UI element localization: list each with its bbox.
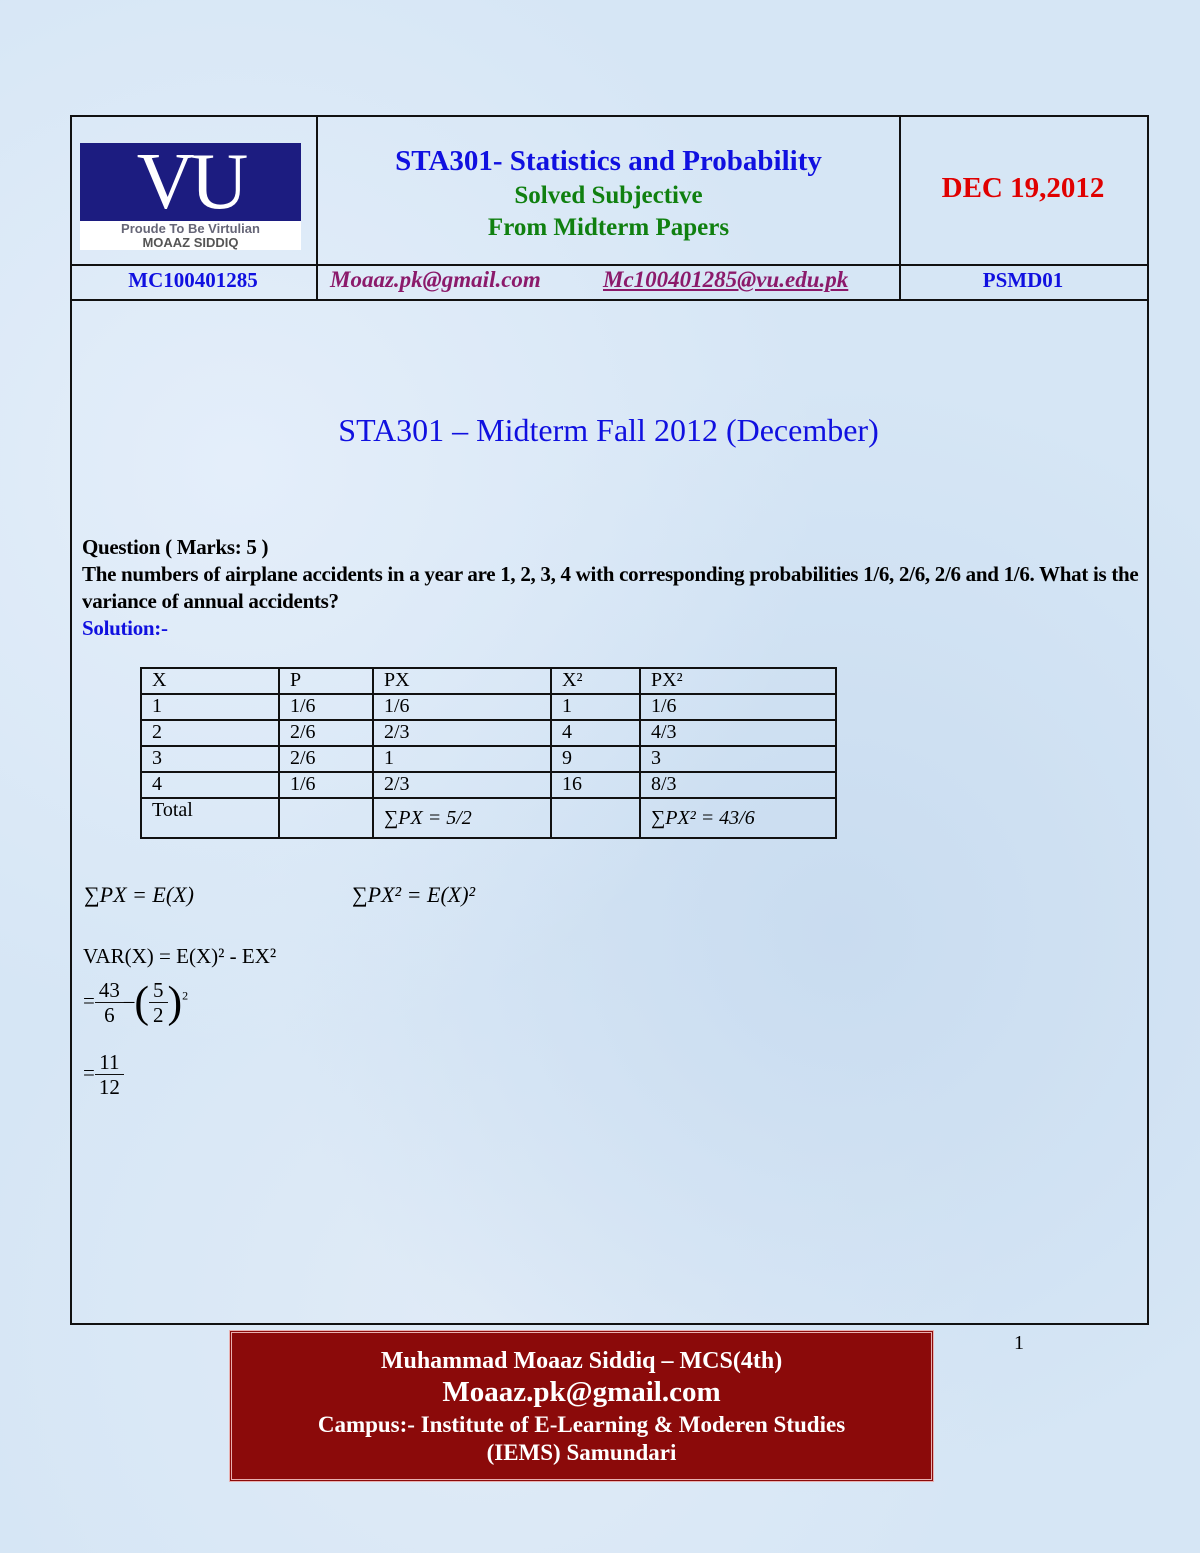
variance-step: = 43 6 –(5 2)2 — [83, 977, 189, 1027]
cell: 2/3 — [372, 771, 552, 799]
cell: 3 — [639, 745, 837, 773]
cell: 1/6 — [278, 693, 374, 721]
table-row: 4 1/6 2/3 16 8/3 — [140, 771, 837, 799]
page-title: STA301 – Midterm Fall 2012 (December) — [338, 412, 879, 448]
subtitle: From Midterm Papers — [487, 214, 730, 241]
course-title: STA301- Statistics and Probability — [395, 145, 822, 177]
cell: 2/6 — [278, 745, 374, 773]
campus: Campus:- Institute of E-Learning & Moder… — [317, 1412, 846, 1437]
formula-ex: ∑PX = E(X) — [84, 882, 194, 907]
divider — [316, 115, 318, 300]
cell: 16 — [550, 771, 641, 799]
email-link[interactable]: Mc100401285@vu.edu.pk — [603, 267, 849, 292]
cell: 9 — [550, 745, 641, 773]
cell — [550, 797, 641, 839]
table-row: 3 2/6 1 9 3 — [140, 745, 837, 773]
subtitle: Solved Subjective — [514, 182, 703, 209]
page-number: 1 — [1014, 1332, 1024, 1354]
question-heading: Question ( Marks: 5 ) — [82, 535, 269, 559]
logo-mark: VU — [80, 143, 301, 221]
date: DEC 19,2012 — [941, 172, 1105, 204]
fraction-denominator: 12 — [98, 1075, 120, 1099]
question-text: The numbers of airplane accidents in a y… — [82, 562, 1139, 613]
page-frame — [70, 115, 1149, 1325]
cell: 2 — [140, 719, 280, 747]
cell: 2/3 — [372, 719, 552, 747]
logo-tagline: Proude To Be Virtulian — [121, 221, 260, 236]
cell — [278, 797, 374, 839]
table-row: 1 1/6 1/6 1 1/6 — [140, 693, 837, 721]
table-row: 2 2/6 2/3 4 4/3 — [140, 719, 837, 747]
cell: 1 — [140, 693, 280, 721]
variance-formula: VAR(X) = E(X)² - EX² — [83, 944, 277, 968]
author-name: Muhammad Moaaz Siddiq – MCS(4th) — [380, 1348, 783, 1374]
solution-label: Solution:- — [82, 616, 168, 640]
table-header-row: X P PX X² PX² — [140, 667, 837, 695]
cell: 1/6 — [639, 693, 837, 721]
variance-result: = 11 12 — [83, 1050, 124, 1099]
footer-banner: Muhammad Moaaz Siddiq – MCS(4th) Moaaz.p… — [229, 1330, 934, 1482]
fraction-numerator: 11 — [94, 1050, 124, 1075]
cell: Total — [140, 797, 280, 839]
table-total-row: Total ∑PX = 5/2 ∑PX² = 43/6 — [140, 797, 837, 839]
vu-logo: VU Proude To Be Virtulian MOAAZ SIDDIQ — [80, 143, 301, 250]
cell: ∑PX² = 43/6 — [639, 797, 837, 839]
cell: 3 — [140, 745, 280, 773]
cell: 1/6 — [278, 771, 374, 799]
paper-code: PSMD01 — [982, 268, 1064, 292]
cell: 2/6 — [278, 719, 374, 747]
author-email: Moaaz.pk@gmail.com — [442, 1376, 721, 1408]
table-header: PX — [372, 667, 552, 695]
formula-ex2: ∑PX² = E(X)² — [352, 882, 476, 907]
cell: ∑PX = 5/2 — [372, 797, 552, 839]
student-id: MC100401285 — [128, 268, 258, 292]
question-block: Question ( Marks: 5 ) The numbers of air… — [82, 534, 1144, 642]
cell: 8/3 — [639, 771, 837, 799]
table-header: PX² — [639, 667, 837, 695]
cell: 1 — [372, 745, 552, 773]
cell: 4/3 — [639, 719, 837, 747]
divider — [70, 299, 1147, 301]
fraction-denominator: 6 — [104, 1003, 115, 1027]
fraction-numerator: 5 — [149, 978, 168, 1003]
cell: 1 — [550, 693, 641, 721]
divider — [899, 115, 901, 300]
fraction-numerator: 43 — [94, 978, 124, 1003]
fraction-denominator: 2 — [153, 1003, 164, 1027]
campus-location: (IEMS) Samundari — [486, 1440, 677, 1465]
divider — [70, 264, 1147, 266]
email-link[interactable]: Moaaz.pk@gmail.com — [330, 267, 541, 292]
cell: 1/6 — [372, 693, 552, 721]
table-header: X² — [550, 667, 641, 695]
table-header: X — [140, 667, 280, 695]
cell: 4 — [140, 771, 280, 799]
cell: 4 — [550, 719, 641, 747]
table-header: P — [278, 667, 374, 695]
logo-author: MOAAZ SIDDIQ — [142, 235, 239, 250]
